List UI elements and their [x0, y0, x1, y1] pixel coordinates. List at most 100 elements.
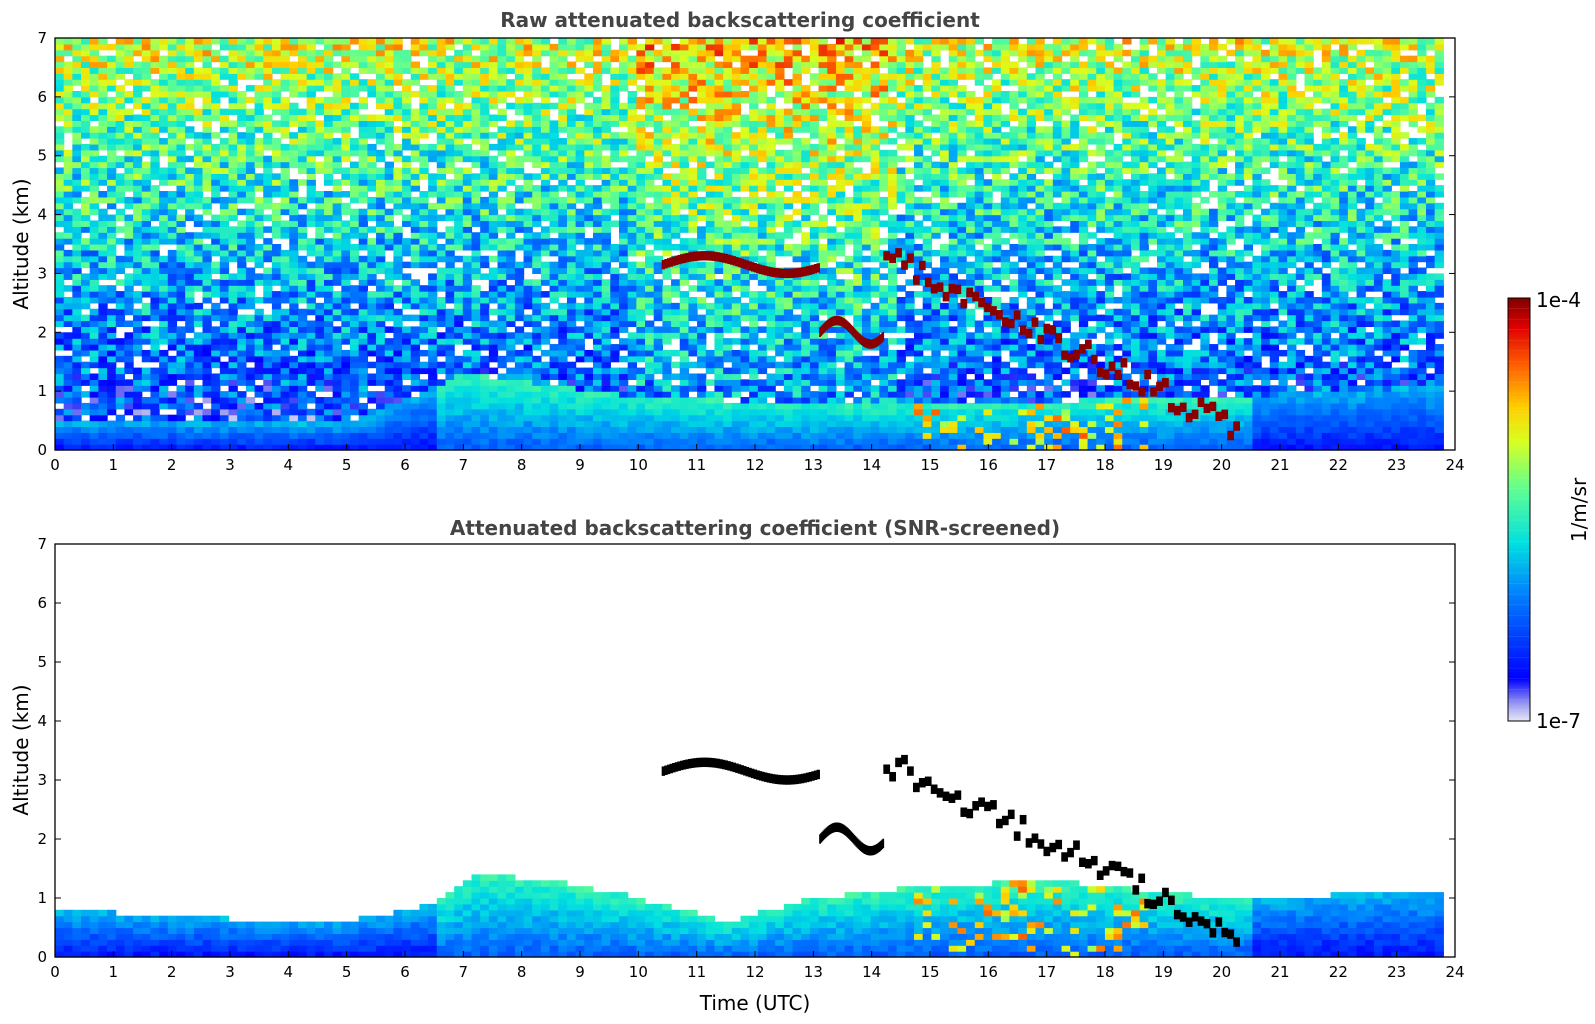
heatmap-cell [540, 420, 551, 428]
heatmap-cell [297, 255, 308, 263]
heatmap-cell [167, 367, 178, 375]
heatmap-cell [63, 308, 73, 316]
heatmap-cell [98, 132, 108, 139]
heatmap-cell [81, 149, 91, 157]
heatmap-cell [107, 432, 117, 439]
heatmap-cell [627, 132, 637, 139]
heatmap-cell [601, 291, 611, 298]
heatmap-cell [280, 73, 290, 80]
heatmap-cell [115, 55, 126, 63]
heatmap-cell [245, 114, 256, 121]
heatmap-cell [723, 49, 733, 57]
heatmap-cell [202, 414, 212, 422]
heatmap-cell [306, 279, 316, 286]
heatmap-cell [610, 391, 620, 398]
heatmap-cell [705, 285, 716, 292]
heatmap-cell [731, 314, 742, 322]
heatmap-cell [289, 196, 299, 204]
heatmap-cell [566, 143, 577, 151]
heatmap-cell [150, 61, 160, 69]
heatmap-cell [523, 391, 533, 398]
heatmap-cell [384, 385, 395, 392]
heatmap-cell [471, 220, 481, 227]
heatmap-cell [454, 373, 464, 380]
heatmap-cell [133, 202, 143, 210]
heatmap-cell [471, 196, 481, 204]
heatmap-cell [653, 232, 663, 239]
heatmap-cell [306, 55, 316, 63]
heatmap-cell [428, 249, 438, 257]
heatmap-cell [610, 149, 620, 157]
heatmap-cell [627, 61, 637, 69]
heatmap-cell [89, 414, 99, 422]
heatmap-cell [115, 49, 126, 57]
heatmap-cell [89, 126, 99, 133]
heatmap-cell [176, 173, 186, 180]
heatmap-cell [350, 408, 360, 416]
heatmap-cell [731, 73, 742, 80]
heatmap-cell [124, 261, 134, 269]
heatmap-cell [341, 49, 351, 57]
heatmap-cell [480, 55, 490, 63]
heatmap-cell [185, 326, 195, 333]
heatmap-cell [671, 361, 681, 369]
heatmap-cell [679, 90, 690, 98]
heatmap-cell [506, 338, 516, 345]
heatmap-cell [367, 196, 377, 204]
heatmap-cell [662, 73, 672, 80]
heatmap-cell [124, 196, 134, 204]
heatmap-cell [636, 320, 646, 327]
heatmap-cell [592, 314, 603, 322]
heatmap-cell [688, 426, 698, 433]
heatmap-cell [627, 120, 637, 127]
heatmap-cell [393, 397, 403, 404]
heatmap-cell [211, 391, 221, 398]
heatmap-cell [245, 191, 256, 198]
heatmap-cell [263, 196, 273, 204]
heatmap-cell [740, 438, 750, 445]
heatmap-cell [497, 267, 507, 275]
heatmap-cell [436, 344, 447, 351]
heatmap-cell [731, 161, 742, 169]
heatmap-cell [549, 361, 559, 369]
heatmap-cell [540, 291, 551, 298]
heatmap-cell [610, 314, 620, 322]
heatmap-cell [193, 138, 204, 145]
heatmap-cell [124, 302, 134, 310]
heatmap-cell [645, 167, 655, 174]
heatmap-cell [471, 402, 481, 410]
heatmap-cell [514, 55, 525, 63]
heatmap-cell [81, 261, 91, 269]
heatmap-cell [167, 420, 178, 428]
heatmap-cell [133, 273, 143, 280]
heatmap-cell [506, 55, 516, 63]
heatmap-cell [714, 385, 724, 392]
heatmap-cell [523, 373, 533, 380]
heatmap-cell [723, 155, 733, 163]
heatmap-cell [237, 196, 247, 204]
heatmap-cell [341, 285, 351, 292]
heatmap-cell [306, 414, 316, 422]
heatmap-cell [350, 402, 360, 410]
heatmap-cell [315, 132, 325, 139]
heatmap-cell [419, 408, 429, 416]
heatmap-cell [384, 149, 395, 157]
heatmap-cell [592, 261, 603, 269]
heatmap-cell [627, 426, 637, 433]
heatmap-cell [193, 273, 204, 280]
heatmap-cell [306, 238, 316, 245]
heatmap-cell [584, 102, 594, 110]
heatmap-cell [219, 332, 230, 339]
heatmap-cell [332, 43, 342, 51]
heatmap-cell [584, 73, 594, 80]
heatmap-cell [358, 326, 368, 333]
heatmap-cell [167, 214, 178, 222]
heatmap-cell [124, 67, 134, 74]
heatmap-cell [705, 379, 716, 386]
heatmap-cell [72, 267, 82, 275]
heatmap-cell [141, 285, 152, 292]
heatmap-cell [237, 320, 247, 327]
heatmap-cell [193, 238, 204, 245]
heatmap-cell [211, 73, 221, 80]
heatmap-cell [705, 114, 716, 121]
